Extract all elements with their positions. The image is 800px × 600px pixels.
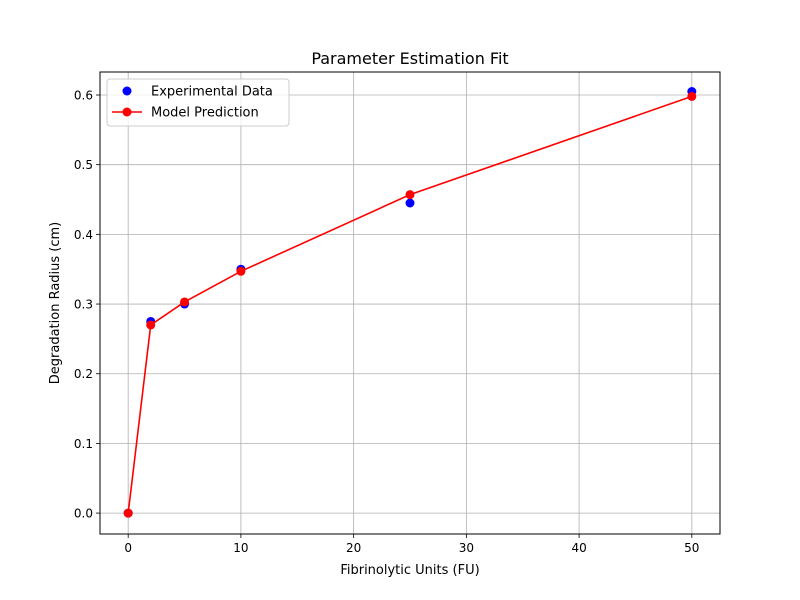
x-axis-ticks: 0 10 20 30 40 50 — [124, 534, 699, 555]
model-prediction-point — [146, 320, 156, 330]
x-tick-label: 20 — [346, 541, 361, 555]
grid-lines — [100, 72, 720, 534]
x-tick-label: 30 — [459, 541, 474, 555]
legend: Experimental Data Model Prediction — [106, 78, 290, 127]
y-tick-label: 0.5 — [74, 158, 93, 172]
y-axis-label: Degradation Radius (cm) — [48, 222, 63, 385]
model-prediction-point — [687, 91, 697, 101]
legend-marker-model — [122, 107, 132, 117]
legend-label-model: Model Prediction — [151, 106, 259, 121]
y-tick-label: 0.2 — [74, 367, 93, 381]
model-prediction-point — [405, 190, 415, 200]
x-axis-label: Fibrinolytic Units (FU) — [340, 563, 479, 578]
plot-frame — [99, 71, 721, 535]
legend-label-experimental: Experimental Data — [151, 85, 273, 100]
x-tick-label: 0 — [124, 541, 132, 555]
legend-box — [106, 78, 290, 127]
legend-marker-experimental — [122, 86, 132, 96]
model-prediction-point — [123, 508, 133, 518]
series-model-prediction — [123, 91, 697, 518]
model-prediction-line — [127, 95, 693, 514]
chart-title: Parameter Estimation Fit — [311, 49, 508, 68]
experimental-data-point — [405, 198, 415, 208]
y-tick-label: 0.0 — [74, 507, 93, 521]
y-axis-ticks: 0.0 0.1 0.2 0.3 0.4 0.5 0.6 — [74, 88, 100, 521]
y-tick-label: 0.4 — [74, 228, 93, 242]
y-tick-label: 0.1 — [74, 437, 93, 451]
model-prediction-point — [180, 297, 190, 307]
x-tick-label: 10 — [233, 541, 248, 555]
model-prediction-point — [236, 266, 246, 276]
y-tick-label: 0.6 — [74, 88, 93, 102]
x-tick-label: 40 — [571, 541, 586, 555]
y-tick-label: 0.3 — [74, 298, 93, 312]
plot-series — [123, 87, 697, 518]
series-experimental-data — [123, 87, 697, 518]
x-tick-label: 50 — [684, 541, 699, 555]
